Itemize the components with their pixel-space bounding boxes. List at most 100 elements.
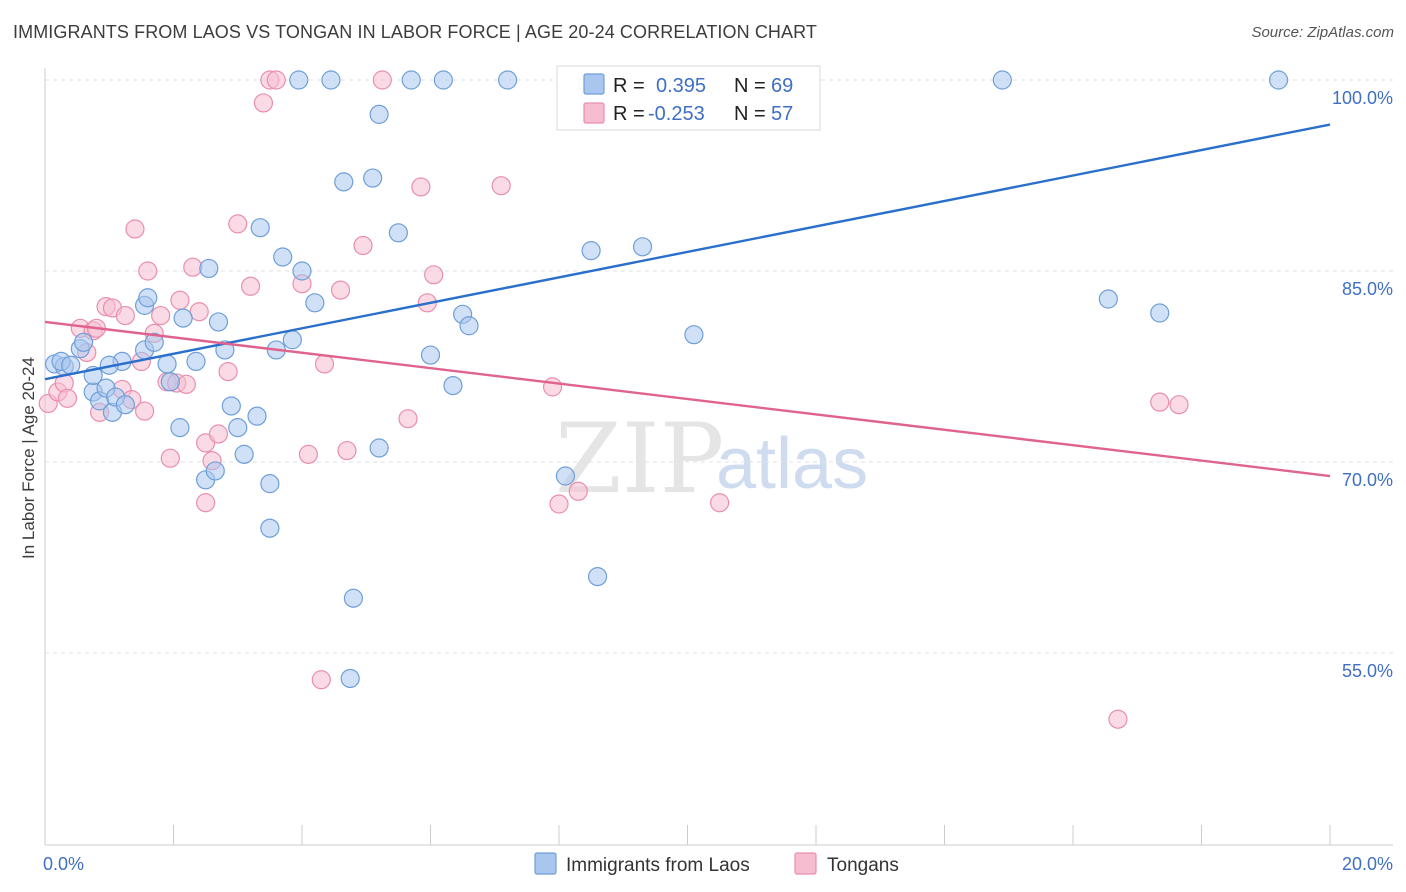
- laos-point: [221, 396, 241, 416]
- axes: [44, 68, 1393, 846]
- y-tick-label: 55.0%: [1342, 661, 1393, 681]
- tongan-point: [253, 93, 274, 113]
- tongan-point: [330, 280, 351, 300]
- tongan-point: [491, 176, 511, 196]
- tongan-point: [353, 235, 373, 256]
- laos-point: [234, 444, 254, 464]
- tongan-point: [311, 670, 331, 690]
- laos-point: [305, 293, 325, 313]
- tongan-point: [134, 401, 155, 421]
- legend-r-value-tongan: -0.253: [648, 103, 705, 125]
- chart-title: IMMIGRANTS FROM LAOS VS TONGAN IN LABOR …: [13, 22, 817, 42]
- laos-trend-line: [44, 123, 1331, 381]
- tongan-point: [372, 70, 392, 90]
- tongan-point: [218, 361, 238, 382]
- y-tick-labels: 55.0% 70.0% 85.0% 100.0%: [1332, 88, 1393, 681]
- laos-point: [160, 372, 180, 392]
- tongan-point: [1169, 395, 1189, 415]
- laos-point: [1150, 303, 1170, 323]
- laos-point: [401, 70, 421, 90]
- laos-point: [138, 288, 158, 308]
- laos-point: [144, 332, 164, 352]
- laos-point: [61, 355, 81, 375]
- tongan-point: [398, 409, 418, 429]
- correlation-legend: R = 0.395 N = 69 R = -0.253 N = 57: [556, 65, 821, 131]
- series-legend-swatch-tongan: [794, 852, 817, 875]
- laos-point: [420, 345, 441, 365]
- laos-point: [173, 308, 193, 328]
- tongan-point: [228, 214, 248, 234]
- tongan-point: [298, 444, 319, 464]
- x-tick-label-min: 0.0%: [43, 854, 84, 874]
- tongan-points: [38, 70, 1189, 729]
- laos-point: [632, 237, 653, 257]
- legend-n-label-laos: N =: [734, 75, 766, 97]
- laos-point: [205, 461, 225, 481]
- tongan-point: [57, 388, 78, 408]
- laos-point: [199, 258, 219, 279]
- legend-n-label-tongan: N =: [734, 103, 766, 125]
- y-tick-label: 70.0%: [1342, 470, 1393, 490]
- tongan-point: [160, 448, 180, 468]
- laos-point: [363, 168, 383, 188]
- laos-point: [228, 418, 248, 438]
- tongan-point: [337, 440, 357, 461]
- series-legend-label-laos: Immigrants from Laos: [566, 855, 750, 876]
- legend-r-value-laos: 0.395: [656, 75, 706, 97]
- laos-point: [684, 325, 704, 345]
- legend-swatch-laos: [583, 73, 605, 95]
- laos-point: [250, 218, 270, 238]
- series-legend: Immigrants from Laos Tongans: [534, 852, 899, 876]
- laos-point: [186, 351, 206, 372]
- laos-point: [273, 247, 293, 267]
- laos-point: [1268, 70, 1289, 90]
- tongan-point: [568, 481, 588, 501]
- laos-point: [73, 332, 94, 352]
- laos-point: [369, 438, 389, 458]
- tongan-point: [176, 374, 196, 394]
- y-axis-label: In Labor Force | Age 20-24: [19, 357, 38, 559]
- laos-point: [443, 376, 463, 396]
- legend-swatch-tongan: [583, 102, 605, 124]
- tongan-point: [208, 424, 229, 444]
- tongan-point: [241, 276, 261, 296]
- gridlines: [45, 79, 1393, 654]
- laos-point: [260, 474, 280, 494]
- legend-r-label-laos: R =: [613, 75, 645, 97]
- tongan-point: [196, 493, 216, 513]
- laos-point: [459, 316, 479, 336]
- laos-point: [170, 418, 190, 438]
- laos-point: [369, 104, 389, 124]
- x-tick-label-max: 20.0%: [1342, 854, 1393, 874]
- x-tick-labels: 0.0% 20.0%: [43, 854, 1393, 874]
- tongan-point: [266, 70, 286, 90]
- tongan-point: [1150, 392, 1170, 412]
- laos-point: [115, 395, 135, 415]
- laos-point: [157, 354, 177, 374]
- tongan-point: [424, 265, 444, 285]
- laos-point: [260, 518, 280, 538]
- legend-n-value-tongan: 57: [771, 103, 793, 125]
- tongan-point: [183, 257, 203, 277]
- series-legend-swatch-laos: [534, 852, 557, 875]
- laos-point: [292, 261, 312, 281]
- laos-point: [208, 312, 229, 332]
- source-credit: Source: ZipAtlas.com: [1251, 24, 1394, 41]
- legend-n-value-laos: 69: [771, 75, 793, 97]
- legend-r-label-tongan: R =: [613, 103, 645, 125]
- laos-point: [992, 70, 1012, 90]
- y-tick-label: 100.0%: [1332, 88, 1393, 108]
- tongan-point: [710, 493, 730, 513]
- laos-point: [498, 70, 518, 90]
- tongan-point: [115, 305, 135, 326]
- tongan-trend-line: [44, 320, 1331, 478]
- trend-lines: [44, 123, 1331, 478]
- laos-point: [581, 241, 601, 261]
- tongan-point: [542, 377, 563, 397]
- laos-point: [282, 330, 302, 350]
- laos-point: [321, 70, 341, 90]
- tongan-point: [314, 354, 335, 374]
- laos-point: [247, 406, 267, 426]
- laos-point: [289, 70, 309, 90]
- tongan-point: [125, 219, 145, 239]
